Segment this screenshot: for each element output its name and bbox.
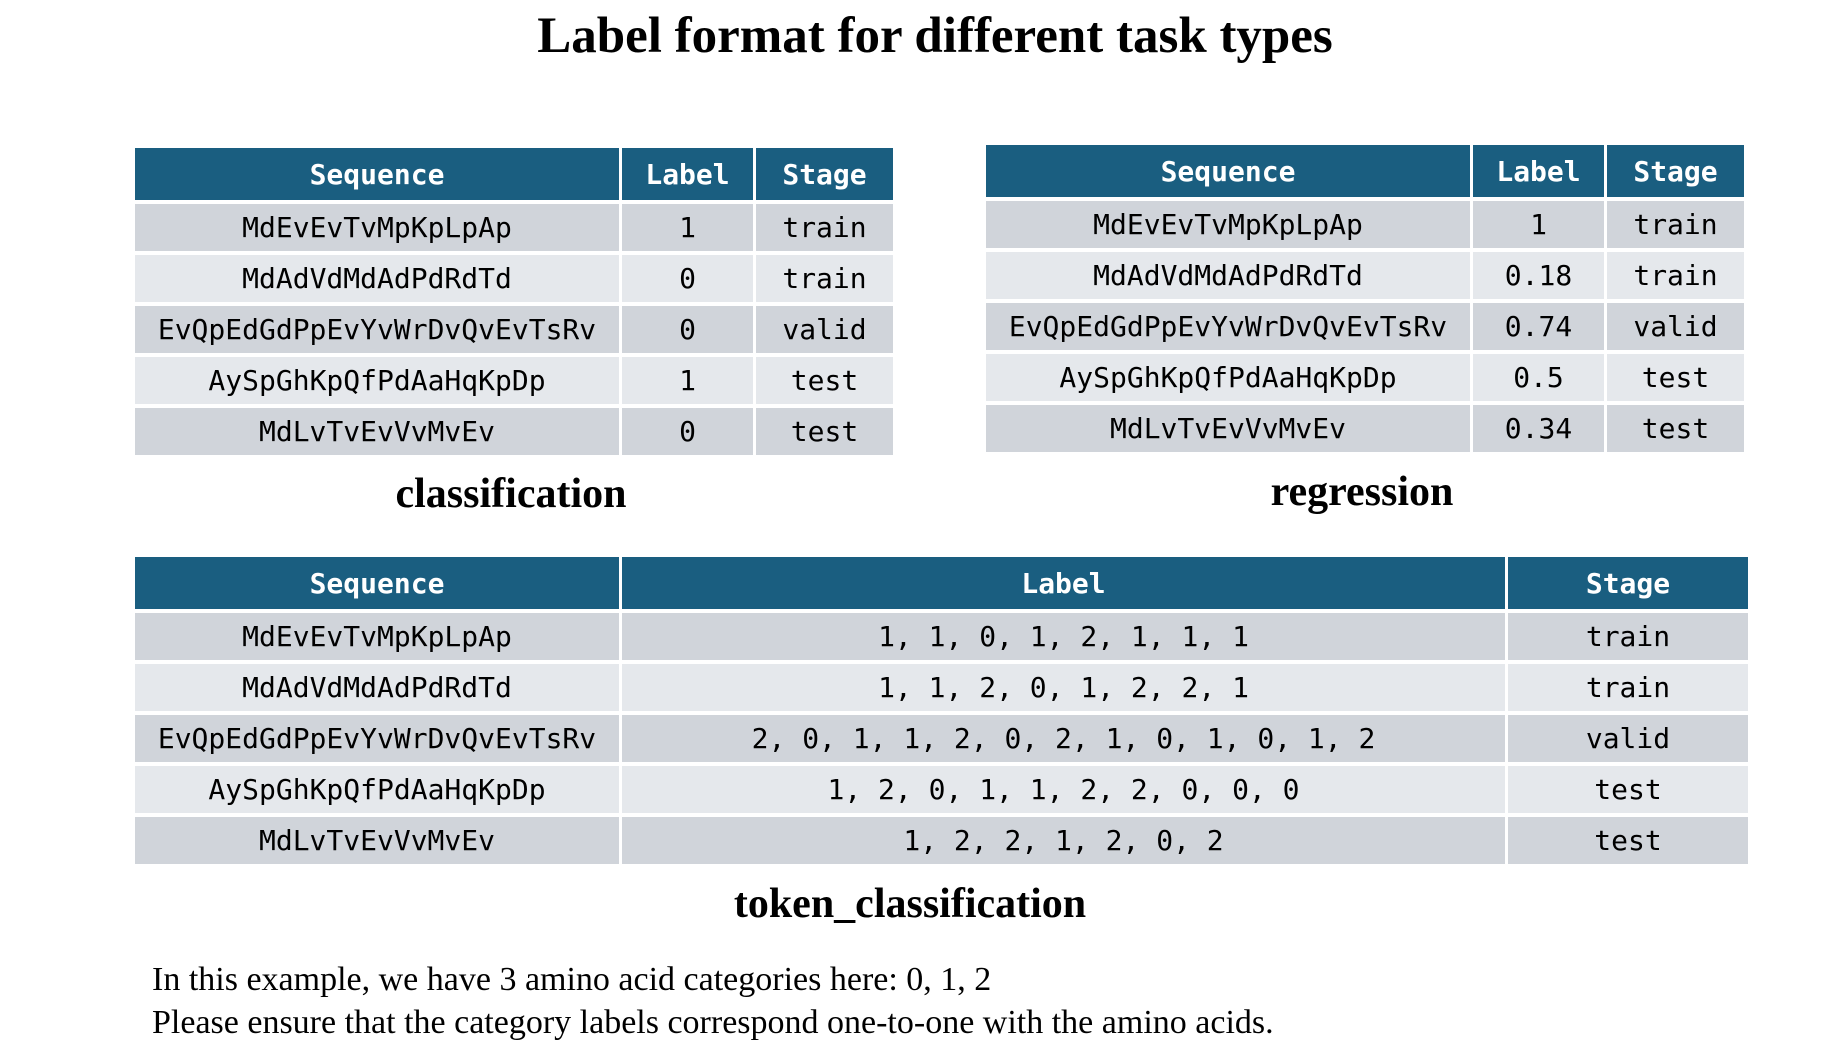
sequence-cell: MdLvTvEvVvMvEv: [135, 408, 619, 455]
header-row: Sequence Label Stage: [135, 557, 1748, 609]
header-stage: Stage: [756, 148, 893, 200]
sequence-cell: EvQpEdGdPpEvYvWrDvQvEvTsRv: [135, 715, 619, 762]
page-title: Label format for different task types: [537, 8, 1333, 64]
table-row: EvQpEdGdPpEvYvWrDvQvEvTsRv 0.74 valid: [986, 303, 1744, 350]
sequence-cell: AySpGhKpQfPdAaHqKpDp: [986, 354, 1470, 401]
table-row: AySpGhKpQfPdAaHqKpDp 0.5 test: [986, 354, 1744, 401]
stage-cell: train: [1607, 201, 1744, 248]
header-sequence: Sequence: [986, 145, 1470, 197]
sequence-cell: AySpGhKpQfPdAaHqKpDp: [135, 357, 619, 404]
note-one-to-one: Please ensure that the category labels c…: [152, 1004, 1274, 1041]
label-cell: 0.34: [1473, 405, 1604, 452]
stage-cell: train: [1508, 613, 1748, 660]
label-cell: 0: [622, 408, 753, 455]
sequence-cell: MdLvTvEvVvMvEv: [986, 405, 1470, 452]
header-sequence: Sequence: [135, 557, 619, 609]
label-cell: 0.18: [1473, 252, 1604, 299]
header-label: Label: [622, 148, 753, 200]
sequence-cell: MdAdVdMdAdPdRdTd: [135, 255, 619, 302]
stage-cell: train: [756, 255, 893, 302]
label-cell: 1: [1473, 201, 1604, 248]
classification-table: Sequence Label Stage MdEvEvTvMpKpLpAp 1 …: [132, 144, 896, 459]
table-row: MdEvEvTvMpKpLpAp 1 train: [986, 201, 1744, 248]
table-row: MdAdVdMdAdPdRdTd 0 train: [135, 255, 893, 302]
label-cell: 1, 1, 2, 0, 1, 2, 2, 1: [622, 664, 1505, 711]
label-cell: 1: [622, 204, 753, 251]
stage-cell: test: [1607, 405, 1744, 452]
table-row: MdAdVdMdAdPdRdTd 1, 1, 2, 0, 1, 2, 2, 1 …: [135, 664, 1748, 711]
header-stage: Stage: [1508, 557, 1748, 609]
sequence-cell: MdEvEvTvMpKpLpAp: [135, 613, 619, 660]
stage-cell: test: [1508, 766, 1748, 813]
regression-caption: regression: [1270, 469, 1454, 515]
token-classification-caption: token_classification: [733, 881, 1087, 927]
sequence-cell: EvQpEdGdPpEvYvWrDvQvEvTsRv: [986, 303, 1470, 350]
sequence-cell: AySpGhKpQfPdAaHqKpDp: [135, 766, 619, 813]
sequence-cell: MdLvTvEvVvMvEv: [135, 817, 619, 864]
header-sequence: Sequence: [135, 148, 619, 200]
note-categories: In this example, we have 3 amino acid ca…: [152, 961, 992, 998]
label-cell: 0: [622, 306, 753, 353]
stage-cell: test: [1607, 354, 1744, 401]
sequence-cell: MdAdVdMdAdPdRdTd: [135, 664, 619, 711]
regression-table: Sequence Label Stage MdEvEvTvMpKpLpAp 1 …: [983, 141, 1747, 456]
table-row: MdLvTvEvVvMvEv 1, 2, 2, 1, 2, 0, 2 test: [135, 817, 1748, 864]
table-row: EvQpEdGdPpEvYvWrDvQvEvTsRv 2, 0, 1, 1, 2…: [135, 715, 1748, 762]
classification-caption: classification: [395, 471, 627, 517]
label-cell: 0: [622, 255, 753, 302]
stage-cell: valid: [756, 306, 893, 353]
label-cell: 0.74: [1473, 303, 1604, 350]
stage-cell: test: [1508, 817, 1748, 864]
label-cell: 1, 2, 2, 1, 2, 0, 2: [622, 817, 1505, 864]
table-row: MdLvTvEvVvMvEv 0 test: [135, 408, 893, 455]
header-label: Label: [622, 557, 1505, 609]
table-row: MdEvEvTvMpKpLpAp 1 train: [135, 204, 893, 251]
sequence-cell: MdEvEvTvMpKpLpAp: [986, 201, 1470, 248]
label-cell: 1: [622, 357, 753, 404]
table-row: MdEvEvTvMpKpLpAp 1, 1, 0, 1, 2, 1, 1, 1 …: [135, 613, 1748, 660]
stage-cell: valid: [1508, 715, 1748, 762]
label-cell: 2, 0, 1, 1, 2, 0, 2, 1, 0, 1, 0, 1, 2: [622, 715, 1505, 762]
sequence-cell: MdEvEvTvMpKpLpAp: [135, 204, 619, 251]
label-cell: 1, 1, 0, 1, 2, 1, 1, 1: [622, 613, 1505, 660]
stage-cell: train: [1508, 664, 1748, 711]
table-row: AySpGhKpQfPdAaHqKpDp 1, 2, 0, 1, 1, 2, 2…: [135, 766, 1748, 813]
stage-cell: test: [756, 408, 893, 455]
header-row: Sequence Label Stage: [986, 145, 1744, 197]
table-row: EvQpEdGdPpEvYvWrDvQvEvTsRv 0 valid: [135, 306, 893, 353]
sequence-cell: EvQpEdGdPpEvYvWrDvQvEvTsRv: [135, 306, 619, 353]
token-classification-table: Sequence Label Stage MdEvEvTvMpKpLpAp 1,…: [132, 553, 1751, 868]
table-row: MdLvTvEvVvMvEv 0.34 test: [986, 405, 1744, 452]
label-cell: 1, 2, 0, 1, 1, 2, 2, 0, 0, 0: [622, 766, 1505, 813]
sequence-cell: MdAdVdMdAdPdRdTd: [986, 252, 1470, 299]
label-cell: 0.5: [1473, 354, 1604, 401]
stage-cell: train: [1607, 252, 1744, 299]
header-stage: Stage: [1607, 145, 1744, 197]
stage-cell: valid: [1607, 303, 1744, 350]
header-row: Sequence Label Stage: [135, 148, 893, 200]
stage-cell: test: [756, 357, 893, 404]
header-label: Label: [1473, 145, 1604, 197]
stage-cell: train: [756, 204, 893, 251]
table-row: AySpGhKpQfPdAaHqKpDp 1 test: [135, 357, 893, 404]
table-row: MdAdVdMdAdPdRdTd 0.18 train: [986, 252, 1744, 299]
